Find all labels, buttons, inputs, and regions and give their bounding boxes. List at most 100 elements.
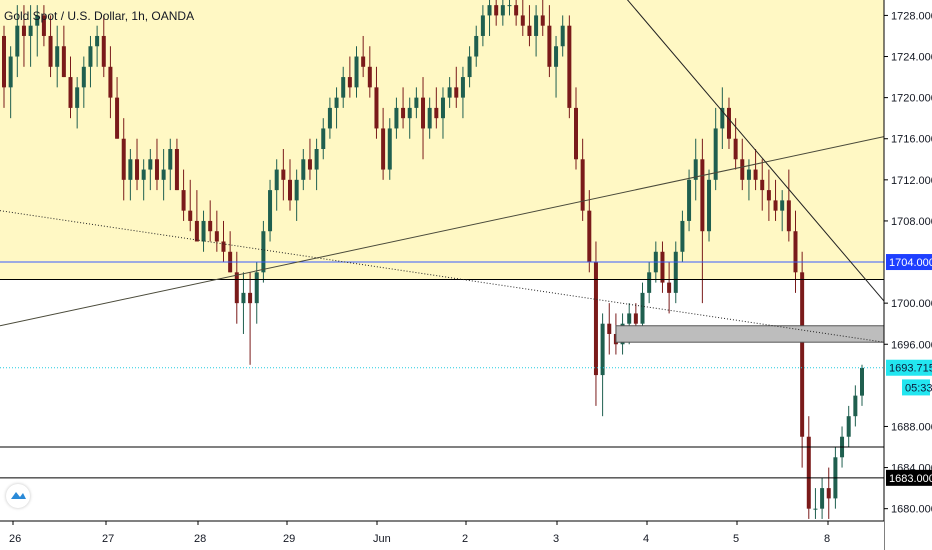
x-tick-label: 29 [283,533,295,545]
candle-body [421,97,426,129]
candle-body [680,220,685,252]
candle-body [534,15,539,36]
candle-body [627,313,632,324]
candle-body [48,35,53,67]
candle-body [301,159,306,180]
candle-body [194,220,199,242]
candle-body [374,87,379,129]
y-tick-label: 1724.000 [891,52,932,64]
y-tick-label: 1696.000 [891,339,932,351]
price-tag-bg [886,359,932,376]
candle-body [174,149,179,191]
candle-body [766,190,771,201]
candle-body [467,56,472,78]
candle-body [414,97,419,108]
candle-body [860,367,864,396]
y-tick-label: 1720.000 [891,93,932,105]
candle-body [321,128,326,150]
price-tag-label: 05:33 [905,382,932,394]
candle-body [108,66,113,98]
candles-group [2,0,864,519]
tradingview-logo-icon[interactable] [6,484,30,508]
candle-body [101,35,106,67]
candle-body [713,128,718,180]
shaded-zone [0,0,884,280]
candle-body [853,395,858,417]
y-tick-label: 1728.000 [891,10,932,22]
candle-body [281,169,286,180]
y-tick-label: 1680.000 [891,504,932,516]
candle-body [254,272,259,304]
x-tick-label: 28 [194,533,206,545]
x-tick-label: 3 [553,533,559,545]
candle-body [760,179,765,191]
y-tick-label: 1712.000 [891,175,932,187]
candle-body [793,231,798,273]
x-tick-label: 8 [824,533,830,545]
candle-body [334,97,339,108]
y-tick-label: 1700.000 [891,298,932,310]
candle-body [35,15,40,26]
candle-body [447,87,452,98]
y-tick-label: 1708.000 [891,216,932,228]
candle-body [474,35,479,57]
candle-body [813,508,818,510]
x-tick-label: 2 [462,533,468,545]
price-tag-bg [886,469,932,486]
candle-body [520,15,525,26]
candle-body [607,323,612,334]
candle-body [294,179,299,201]
x-tick-label: 5 [733,533,739,545]
candle-body [800,272,805,437]
candle-body [347,77,352,88]
candle-body [500,5,505,16]
candle-body [367,66,372,88]
candle-body [527,25,532,36]
price-tag-bg [902,379,930,396]
candle-body [148,159,153,170]
candle-body [480,15,485,36]
candle-body [673,251,678,293]
candle-body [540,15,545,26]
candle-body [640,292,645,324]
candle-body [600,323,605,376]
supply-zone-box [615,325,885,343]
candle-body [268,190,273,232]
candle-body [188,210,193,221]
candle-body [434,107,439,119]
candle-body [341,77,346,98]
price-tag-label: 1693.715 [889,363,932,375]
candle-body [121,138,126,180]
candle-body [660,251,665,283]
candle-body [314,149,319,170]
candle-body [248,292,253,304]
candle-body [707,179,712,232]
candle-body [740,159,745,180]
x-tick-label: 26 [9,533,21,545]
candle-body [780,200,785,211]
candle-body [826,488,831,499]
candle-body [274,169,279,191]
candle-body [726,107,731,139]
candle-body [327,107,332,129]
candle-body [494,5,499,16]
candle-body [401,107,406,119]
x-tick-label: 27 [102,533,114,545]
candle-body [154,159,159,180]
candle-body [567,25,572,108]
candle-body [288,179,292,201]
candle-body [700,159,705,232]
candle-body [820,488,825,509]
candle-body [806,436,811,509]
candle-body [381,128,386,170]
candle-body [241,292,246,304]
candle-body [234,272,239,304]
trendline-dotted-descending [0,210,885,343]
candle-body [574,107,578,160]
trendline-descending [626,0,885,302]
candle-body [161,169,166,180]
candle-body [460,77,465,98]
candle-body [387,128,392,170]
